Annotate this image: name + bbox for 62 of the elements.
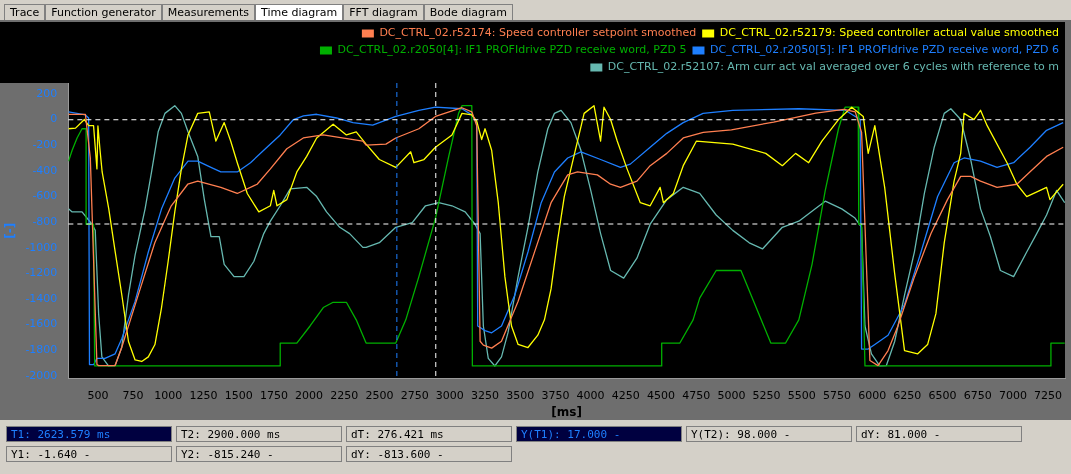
text: Trace	[4, 4, 46, 20]
x-tick-label: 2250	[330, 388, 359, 402]
y-tick-label: -800	[32, 214, 58, 228]
x-tick-label: 4750	[682, 388, 711, 402]
text: dY: 81.000 -	[856, 426, 1022, 442]
x-axis-title: [ms]	[551, 404, 582, 419]
text: dY: -813.600 -	[346, 446, 512, 462]
y-tick-label: -400	[32, 163, 58, 177]
legend-label: DC_CTRL_02.r52107: Arm curr act val averaged over 6 cycles with reference to m	[607, 60, 1060, 74]
text: Measurements	[161, 4, 256, 20]
x-tick-label: 1750	[259, 388, 288, 402]
text: Y(T2): 98.000 -	[686, 426, 852, 442]
text: T1: 2623.579 ms	[6, 426, 172, 442]
text: T2: 2900.000 ms	[176, 426, 342, 442]
x-tick-label: 2750	[400, 388, 429, 402]
text: Y2: -815.240 -	[176, 446, 342, 462]
text: Y(T1): 17.000 -	[516, 426, 682, 442]
x-tick-label: 6000	[858, 388, 887, 402]
x-tick-label: 5750	[822, 388, 851, 402]
y-tick-label: 200	[36, 86, 58, 100]
x-tick-label: 5000	[717, 388, 746, 402]
x-tick-label: 6750	[963, 388, 992, 402]
y-tick-label: 0	[50, 112, 58, 126]
x-tick-label: 3500	[506, 388, 535, 402]
legend-label: DC_CTRL_02.r2050[5]: IF1 PROFIdrive PZD receive word, PZD 6	[709, 43, 1060, 57]
text: Function generator	[45, 4, 162, 20]
x-tick-label: 750	[122, 388, 144, 402]
x-tick-label: 5500	[787, 388, 816, 402]
x-tick-label: 7000	[998, 388, 1027, 402]
x-tick-label: 5250	[752, 388, 781, 402]
x-tick-label: 3000	[435, 388, 464, 402]
y-tick-label: -2000	[25, 368, 58, 382]
y-axis-title: [-]	[3, 222, 18, 239]
x-tick-label: 2500	[365, 388, 394, 402]
x-tick-label: 4250	[611, 388, 640, 402]
legend-label: DC_CTRL_02.r2050[4]: IF1 PROFIdrive PZD receive word, PZD 5	[337, 43, 687, 57]
y-tick-label: -1200	[25, 266, 58, 280]
x-tick-label: 500	[87, 388, 109, 402]
x-tick-label: 6250	[893, 388, 922, 402]
text: Y1: -1.640 -	[6, 446, 172, 462]
x-tick-label: 3750	[541, 388, 570, 402]
x-tick-label: 4000	[576, 388, 605, 402]
text: Time diagram	[255, 4, 344, 20]
x-tick-label: 1000	[154, 388, 183, 402]
x-tick-label: 1250	[189, 388, 218, 402]
text: FFT diagram	[343, 4, 424, 20]
text: dT: 276.421 ms	[346, 426, 512, 442]
y-tick-label: -1000	[25, 240, 58, 254]
x-tick-label: 2000	[295, 388, 324, 402]
y-tick-label: -1800	[25, 343, 58, 357]
legend-label: DC_CTRL_02.r52179: Speed controller actual value smoothed	[719, 26, 1060, 40]
y-tick-label: -200	[32, 138, 58, 152]
x-tick-label: 7250	[1034, 388, 1063, 402]
x-tick-label: 4500	[647, 388, 675, 402]
y-tick-label: -600	[32, 189, 58, 203]
y-tick-label: -1400	[25, 291, 58, 305]
x-tick-label: 3250	[471, 388, 500, 402]
x-tick-label: 1500	[224, 388, 253, 402]
legend-label: DC_CTRL_02.r52174: Speed controller setpoint smoothed	[379, 26, 697, 40]
y-tick-label: -1600	[25, 317, 58, 331]
x-tick-label: 6500	[928, 388, 957, 402]
text: Bode diagram	[423, 4, 513, 20]
